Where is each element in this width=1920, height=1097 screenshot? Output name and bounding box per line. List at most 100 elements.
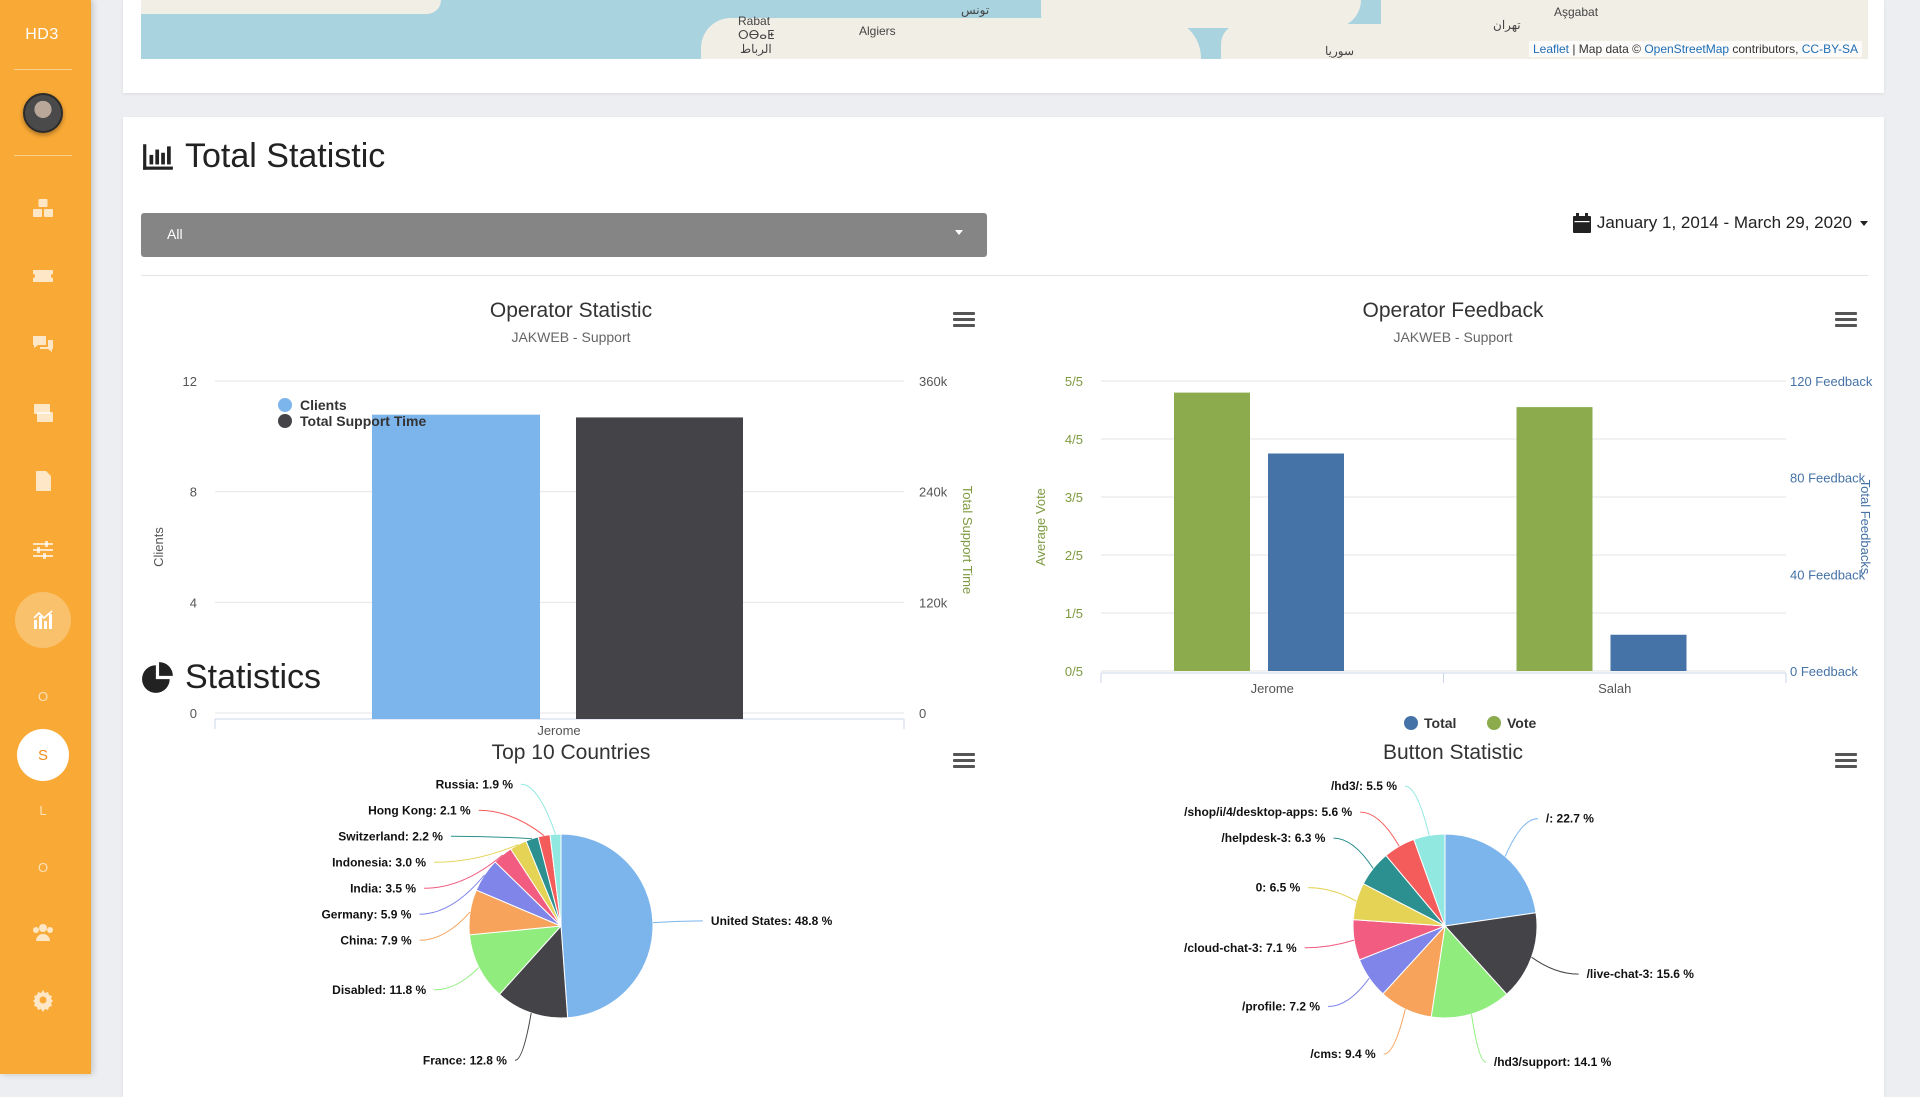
- map-card: Rabat ⵔⴱⴰⵟ الرباط Algiers تونس Aşgabat ت…: [123, 0, 1884, 93]
- legend-label[interactable]: Total: [1424, 715, 1456, 731]
- chat-icon[interactable]: [28, 332, 58, 356]
- y-axis-label: Clients: [151, 527, 166, 567]
- slice-label: Switzerland: 2.2 %: [338, 829, 443, 843]
- bar-vote[interactable]: [1174, 392, 1250, 671]
- chart-menu-button[interactable]: [953, 751, 975, 769]
- pie-slice[interactable]: [468, 925, 563, 996]
- map-label: الرباط: [740, 42, 772, 56]
- y2-tick-label: 0: [919, 706, 926, 721]
- y2-tick-label: 240k: [919, 485, 948, 500]
- slice-label: China: 7.9 %: [340, 933, 412, 947]
- connector-line: [419, 911, 471, 941]
- chart-menu-button[interactable]: [1835, 310, 1857, 328]
- connector-line: [419, 874, 485, 915]
- slice-label: United States: 48.8 %: [711, 914, 833, 928]
- file-icon[interactable]: [28, 469, 58, 493]
- connector-line: [1404, 785, 1430, 836]
- inbox-icon[interactable]: [28, 401, 58, 425]
- connector-line: [1304, 939, 1355, 949]
- avatar[interactable]: [23, 93, 63, 133]
- statistics-icon[interactable]: [28, 608, 58, 632]
- map-label: سوريا: [1325, 44, 1355, 58]
- map-label: Aşgabat: [1554, 5, 1599, 19]
- slice-label: /cms: 9.4 %: [1310, 1047, 1376, 1061]
- active-nav-highlight: [15, 592, 71, 648]
- connector-line: [424, 854, 503, 889]
- pie-slice[interactable]: [1444, 912, 1538, 995]
- slice-label: 0: 6.5 %: [1256, 881, 1301, 895]
- chart-title: Operator Feedback: [1363, 299, 1544, 322]
- users-icon[interactable]: [28, 920, 58, 944]
- date-range-picker[interactable]: January 1, 2014 - March 29, 2020: [1572, 213, 1868, 233]
- button-statistic-chart: Button Statistic /: 22.7 % /live-chat-3: 1…: [1023, 737, 1883, 1077]
- legend-label[interactable]: Total Support Time: [300, 413, 426, 429]
- sidebar-letter: O: [37, 860, 49, 875]
- y2-axis-label: Total Support Time: [960, 486, 975, 594]
- ticket-icon[interactable]: [28, 264, 58, 288]
- legend-symbol[interactable]: [1404, 716, 1418, 730]
- map-label: تونس: [961, 3, 990, 17]
- button-statistic-svg: Button Statistic /: 22.7 % /live-chat-3: 1…: [1184, 741, 1694, 1069]
- y2-tick-label: 120k: [919, 595, 948, 610]
- bar-clients[interactable]: [372, 414, 540, 719]
- date-range-text: January 1, 2014 - March 29, 2020: [1596, 213, 1852, 232]
- map-label: Rabat: [738, 14, 771, 28]
- legend-symbol[interactable]: [278, 398, 292, 412]
- slice-label: Disabled: 11.8 %: [332, 983, 426, 997]
- legend-label[interactable]: Vote: [1507, 715, 1537, 731]
- connector-line: [478, 809, 545, 836]
- sidebar-letter: L: [39, 803, 47, 818]
- bar-total[interactable]: [1610, 634, 1687, 671]
- slice-label: Russia: 1.9 %: [436, 777, 514, 791]
- legend-symbol[interactable]: [278, 414, 292, 428]
- y-tick-label: 4: [190, 595, 197, 610]
- chart-menu-button[interactable]: [1835, 751, 1857, 769]
- operator-feedback-chart: Operator Feedback JAKWEB - Support 0/5 1/5 2…: [1023, 295, 1883, 731]
- brand-logo[interactable]: HD3: [25, 26, 59, 43]
- pie-slice[interactable]: [560, 833, 654, 1019]
- connector-line: [1504, 818, 1538, 857]
- license-link[interactable]: CC-BY-SA: [1801, 42, 1858, 56]
- statistics-heading: Statistics: [141, 658, 321, 697]
- sidebar-divider: [14, 69, 72, 70]
- slice-label: Indonesia: 3.0 %: [332, 855, 426, 869]
- pie-chart-icon: [142, 661, 173, 693]
- y2-axis-label: Total Feedbacks: [1858, 480, 1873, 575]
- attribution-text: | Map data ©: [1569, 42, 1645, 56]
- y-tick-label: 8: [190, 485, 197, 500]
- operator-select[interactable]: All: [141, 213, 987, 257]
- y-tick-label: 5/5: [1065, 374, 1083, 389]
- sidebar-status-circle[interactable]: S: [17, 729, 69, 781]
- y2-tick-label: 80 Feedback: [1790, 471, 1866, 486]
- y-tick-label: 3/5: [1065, 490, 1083, 505]
- sliders-icon[interactable]: [28, 538, 58, 562]
- connector-line: [434, 844, 519, 863]
- operator-feedback-svg: Operator Feedback JAKWEB - Support 0/5 1/5 2…: [1033, 299, 1873, 731]
- leaflet-link[interactable]: Leaflet: [1532, 42, 1569, 56]
- legend-symbol[interactable]: [1487, 716, 1501, 730]
- map-label: ⵔⴱⴰⵟ: [738, 28, 775, 42]
- bar-total[interactable]: [1268, 453, 1344, 672]
- chart-menu-button[interactable]: [953, 310, 975, 328]
- y2-tick-label: 360k: [919, 374, 948, 389]
- pie-slice[interactable]: [498, 924, 569, 1019]
- bar-vote[interactable]: [1516, 407, 1593, 671]
- chart-title: Operator Statistic: [490, 299, 652, 322]
- chart-title: Top 10 Countries: [492, 741, 651, 764]
- pie-slice[interactable]: [1444, 833, 1537, 927]
- pie-slice[interactable]: [1430, 924, 1508, 1019]
- x-tick-label: Jerome: [537, 723, 580, 738]
- settings-icon[interactable]: [28, 988, 58, 1012]
- osm-link[interactable]: OpenStreetMap: [1644, 42, 1730, 56]
- world-map[interactable]: Rabat ⵔⴱⴰⵟ الرباط Algiers تونس Aşgabat ت…: [141, 0, 1868, 59]
- bar-total-support-time[interactable]: [576, 417, 743, 719]
- section-title: Statistics: [185, 658, 322, 696]
- connector-line: [1360, 811, 1400, 847]
- total-statistic-heading: Total Statistic: [141, 137, 385, 176]
- legend-label[interactable]: Clients: [300, 397, 347, 413]
- connector-line: [514, 1012, 532, 1061]
- connector-line: [1328, 977, 1370, 1008]
- dashboard-icon[interactable]: [28, 196, 58, 220]
- chart-title: Button Statistic: [1383, 741, 1523, 764]
- y-axis-label: Average Vote: [1033, 488, 1048, 566]
